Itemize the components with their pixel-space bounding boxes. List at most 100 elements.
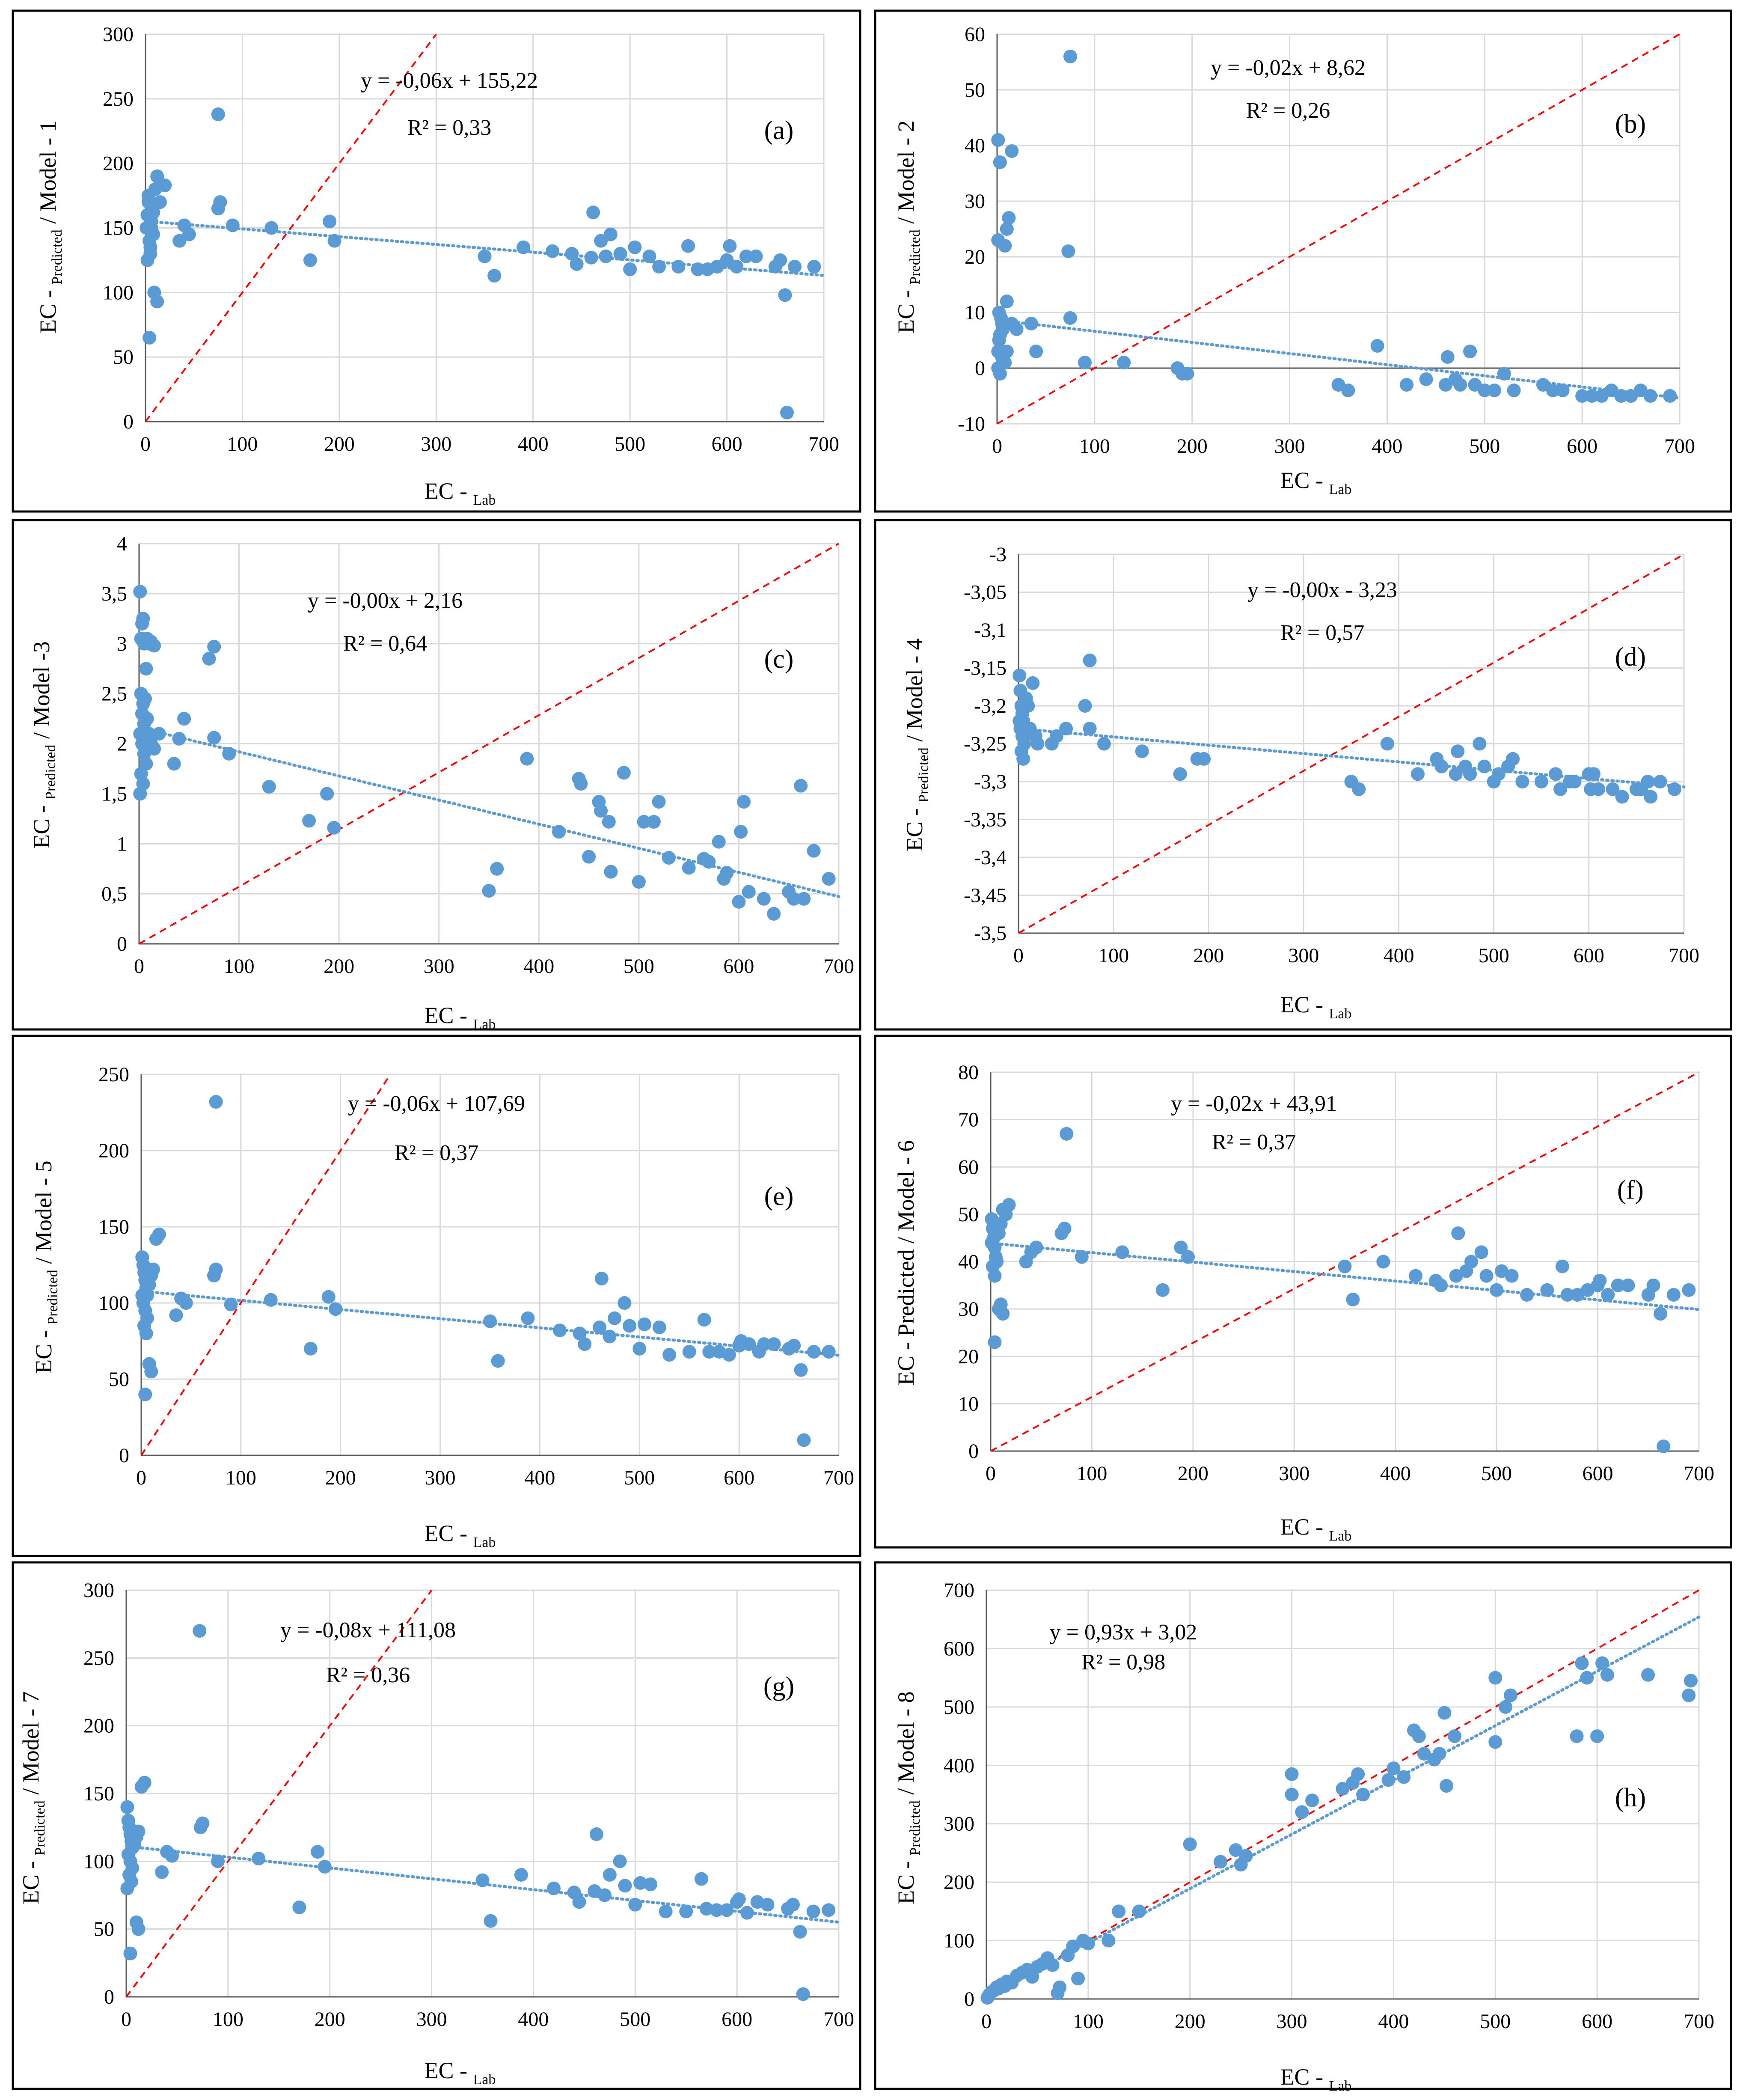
y-tick-label: -3,3 <box>974 770 1007 793</box>
data-point <box>1474 1245 1488 1259</box>
y-tick-label: 70 <box>958 1109 979 1131</box>
data-point <box>1684 1674 1698 1688</box>
x-tick-label: 600 <box>723 955 754 978</box>
data-point <box>1575 1656 1589 1670</box>
data-point <box>552 825 566 839</box>
y-tick-label: 300 <box>103 23 134 46</box>
data-point <box>1553 782 1568 796</box>
data-point <box>1434 759 1449 773</box>
panel-letter: (a) <box>764 116 794 145</box>
y-axis-label-main: EC - Predicted / Model - 6 <box>893 1140 919 1386</box>
data-point <box>1667 782 1681 796</box>
data-point <box>1491 767 1505 781</box>
data-point <box>1180 367 1194 381</box>
data-point <box>302 814 316 828</box>
data-point <box>147 639 161 653</box>
x-axis-label-main: EC - <box>1280 467 1329 493</box>
identity-line <box>997 33 1680 425</box>
data-point <box>207 640 221 654</box>
x-tick-label: 400 <box>1378 2010 1409 2033</box>
data-point <box>1045 1958 1060 1972</box>
data-point <box>158 178 172 192</box>
x-tick-label: 200 <box>1193 944 1224 967</box>
r-squared: R² = 0,37 <box>395 1141 479 1165</box>
data-point <box>732 1892 746 1906</box>
data-point <box>1570 1729 1584 1743</box>
data-point <box>1173 767 1187 781</box>
y-tick-label: 0 <box>104 1986 114 2008</box>
data-point <box>1010 322 1024 336</box>
y-tick-label: 200 <box>83 1715 114 1737</box>
data-point <box>1352 782 1366 796</box>
data-point <box>1029 345 1043 358</box>
data-point <box>604 865 618 879</box>
data-point <box>133 787 147 801</box>
panel-frame <box>12 1561 861 2090</box>
x-tick-label: 700 <box>823 955 854 978</box>
data-point <box>146 205 160 220</box>
data-point <box>1002 1198 1016 1212</box>
data-point <box>1132 1904 1146 1919</box>
data-point <box>1029 1240 1043 1255</box>
y-tick-label: 40 <box>965 134 985 157</box>
data-point <box>807 844 821 858</box>
x-tick-label: 300 <box>1288 944 1319 967</box>
data-point <box>679 1904 693 1919</box>
data-point <box>1057 1222 1072 1236</box>
data-point <box>787 892 801 906</box>
data-point <box>196 1816 210 1830</box>
y-tick-label: 100 <box>103 281 134 304</box>
data-point <box>1181 1250 1195 1264</box>
y-tick-label: 60 <box>958 1156 979 1178</box>
r-squared: R² = 0,64 <box>343 631 428 656</box>
data-point <box>985 1236 999 1250</box>
data-point <box>807 1344 821 1359</box>
y-tick-label: 20 <box>965 246 985 268</box>
data-point <box>1666 1288 1681 1302</box>
x-tick-label: 0 <box>134 955 144 978</box>
data-point <box>637 815 651 829</box>
identity-line <box>145 33 437 422</box>
y-tick-label: 0 <box>968 1440 979 1463</box>
x-tick-label: 200 <box>325 1466 356 1489</box>
data-point <box>602 815 616 829</box>
data-point <box>1641 1668 1655 1682</box>
data-point <box>1488 384 1502 397</box>
data-point <box>136 612 150 626</box>
data-point <box>120 1881 134 1895</box>
data-point <box>1663 389 1677 403</box>
y-tick-label: 0 <box>117 933 127 955</box>
data-point <box>722 1348 736 1362</box>
x-tick-label: 700 <box>808 433 839 455</box>
x-axis-label-sub: Lab <box>1329 1006 1352 1022</box>
data-point <box>671 260 686 274</box>
data-point <box>262 780 276 794</box>
data-point <box>991 133 1005 147</box>
panel-a: 0 50 100 150 200 250 300 0 100 200 300 400 500 600 700… <box>12 9 861 513</box>
y-tick-label: 0 <box>123 410 134 433</box>
data-point <box>1336 1782 1350 1796</box>
x-axis-label: EC - Lab <box>425 1002 496 1032</box>
trend-equation: y = -0,02x + 8,62 <box>1211 56 1366 80</box>
data-point <box>292 1901 306 1914</box>
data-point <box>603 227 618 241</box>
y-axis-label: EC - Predicted / Model - 4 <box>902 638 932 851</box>
data-point <box>1155 1283 1170 1297</box>
x-tick-label: 100 <box>1098 944 1129 967</box>
data-point <box>139 662 153 676</box>
data-point <box>327 234 341 248</box>
y-axis-label-tail: / Model - 5 <box>31 1160 56 1270</box>
x-tick-label: 300 <box>424 955 454 978</box>
data-point <box>659 1904 673 1919</box>
x-tick-label: 600 <box>1582 2010 1612 2033</box>
data-point <box>1586 767 1600 781</box>
x-axis-label: EC - Lab <box>1280 1514 1352 1544</box>
trend-equation: y = -0,06x + 107,69 <box>348 1092 525 1116</box>
data-point <box>475 1873 490 1887</box>
data-point <box>742 1337 756 1351</box>
data-point <box>1437 1706 1452 1720</box>
data-point <box>1506 752 1520 766</box>
data-point <box>1643 389 1657 403</box>
data-point <box>1419 372 1433 386</box>
data-point <box>628 240 642 254</box>
